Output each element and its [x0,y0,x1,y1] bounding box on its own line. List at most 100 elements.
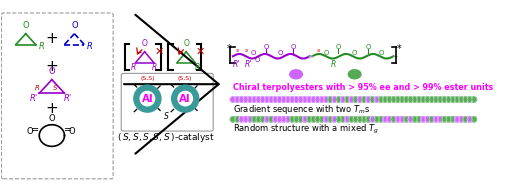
Circle shape [294,97,299,102]
Circle shape [382,97,388,102]
Circle shape [311,97,316,102]
Circle shape [349,117,354,122]
Text: R': R' [30,94,38,103]
Text: O: O [142,39,148,48]
Circle shape [264,97,269,102]
Circle shape [450,117,455,122]
Circle shape [239,97,244,102]
Circle shape [323,97,329,102]
Text: ( $\mathit{S,S,S,S,S}$ )-catalyst: ( $\mathit{S,S,S,S,S}$ )-catalyst [117,131,215,144]
Circle shape [251,97,257,102]
Text: O: O [49,114,55,123]
Text: =: = [31,125,39,135]
Circle shape [370,117,375,122]
Circle shape [260,117,265,122]
Circle shape [353,117,358,122]
Circle shape [471,97,477,102]
Circle shape [243,97,249,102]
Circle shape [277,97,282,102]
Circle shape [353,97,358,102]
Circle shape [370,97,375,102]
Circle shape [327,97,333,102]
Text: O: O [336,44,341,50]
Circle shape [256,97,261,102]
Circle shape [264,117,269,122]
Circle shape [340,97,345,102]
Circle shape [357,97,362,102]
Circle shape [425,117,430,122]
Ellipse shape [290,70,303,79]
Circle shape [230,117,236,122]
Circle shape [349,97,354,102]
Circle shape [306,117,312,122]
Text: O: O [68,127,75,135]
Circle shape [433,97,439,102]
Text: Al: Al [179,94,191,104]
Circle shape [234,97,240,102]
Circle shape [387,117,392,122]
Text: O: O [278,50,284,56]
Text: R: R [130,63,135,72]
Text: R: R [87,42,93,51]
Text: s: s [245,48,248,53]
Circle shape [247,97,253,102]
Circle shape [429,97,434,102]
Ellipse shape [349,70,361,79]
Circle shape [268,117,273,122]
Circle shape [454,117,460,122]
Circle shape [471,117,477,122]
Circle shape [378,97,384,102]
Circle shape [450,97,455,102]
Text: O: O [183,39,189,48]
Text: ✕: ✕ [154,47,164,57]
Circle shape [243,117,249,122]
Circle shape [140,91,154,106]
Text: +: + [45,31,58,46]
Circle shape [395,117,400,122]
Circle shape [336,117,341,122]
Circle shape [251,117,257,122]
Text: O: O [71,21,78,30]
Text: O: O [379,50,385,56]
Circle shape [247,117,253,122]
Text: s: s [236,48,239,53]
Circle shape [437,117,443,122]
Circle shape [315,117,320,122]
Circle shape [327,117,333,122]
Circle shape [357,117,362,122]
FancyBboxPatch shape [121,73,213,131]
Circle shape [442,117,447,122]
Text: O: O [27,127,33,135]
Text: S: S [53,85,58,91]
Circle shape [306,97,312,102]
Circle shape [437,97,443,102]
Text: R: R [194,63,199,72]
Circle shape [319,97,324,102]
Circle shape [234,117,240,122]
Circle shape [344,97,350,102]
Text: O: O [254,57,260,63]
Circle shape [404,117,409,122]
Circle shape [387,97,392,102]
Text: O: O [352,50,358,56]
Circle shape [421,117,426,122]
Circle shape [178,91,193,106]
FancyBboxPatch shape [2,13,113,179]
Circle shape [172,85,199,112]
Circle shape [408,97,413,102]
Text: Random structure with a mixed $T_{g}$: Random structure with a mixed $T_{g}$ [233,123,379,136]
Text: *: * [396,44,401,54]
Text: =: = [64,125,72,135]
Circle shape [239,117,244,122]
Text: Al: Al [142,94,153,104]
Circle shape [344,117,350,122]
Text: O: O [291,44,296,50]
Circle shape [399,97,405,102]
Circle shape [268,97,273,102]
Circle shape [302,97,307,102]
Circle shape [272,97,278,102]
Circle shape [361,97,367,102]
Circle shape [336,97,341,102]
Text: Chiral terpolyesters with > 95% ee and > 99% ester units: Chiral terpolyesters with > 95% ee and >… [233,83,493,92]
Text: O: O [366,44,371,50]
